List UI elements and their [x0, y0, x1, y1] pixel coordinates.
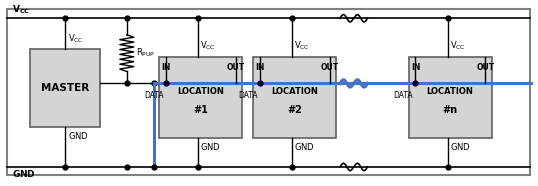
Text: $\mathrm{GND}$: $\mathrm{GND}$	[450, 141, 470, 152]
Bar	[253, 57, 336, 138]
Text: LOCATION: LOCATION	[177, 87, 224, 96]
Text: #1: #1	[193, 105, 208, 115]
Bar	[408, 57, 492, 138]
Text: OUT: OUT	[321, 63, 339, 72]
Text: $\mathrm{GND}$: $\mathrm{GND}$	[294, 141, 315, 152]
Text: LOCATION: LOCATION	[427, 87, 473, 96]
Text: $\mathrm{V_{CC}}$: $\mathrm{V_{CC}}$	[200, 40, 216, 52]
Text: OUT: OUT	[226, 63, 245, 72]
Text: $\mathrm{GND}$: $\mathrm{GND}$	[68, 130, 88, 141]
Text: $\mathrm{GND}$: $\mathrm{GND}$	[200, 141, 221, 152]
Text: DATA: DATA	[394, 91, 413, 100]
Text: IN: IN	[411, 63, 420, 72]
Text: $\mathrm{V_{CC}}$: $\mathrm{V_{CC}}$	[68, 32, 83, 45]
Text: DATA: DATA	[144, 91, 164, 100]
Text: LOCATION: LOCATION	[271, 87, 318, 96]
Text: $\mathrm{V_{CC}}$: $\mathrm{V_{CC}}$	[294, 40, 310, 52]
Text: #2: #2	[287, 105, 302, 115]
Text: $\mathbf{V_{CC}}$: $\mathbf{V_{CC}}$	[12, 4, 31, 16]
Text: OUT: OUT	[476, 63, 494, 72]
Text: IN: IN	[161, 63, 171, 72]
Bar	[30, 49, 100, 126]
Text: IN: IN	[255, 63, 265, 72]
Text: MASTER: MASTER	[41, 83, 89, 93]
Text: #n: #n	[443, 105, 458, 115]
Text: DATA: DATA	[238, 91, 258, 100]
Bar	[159, 57, 242, 138]
Text: $\mathrm{V_{CC}}$: $\mathrm{V_{CC}}$	[450, 40, 465, 52]
Text: $\mathbf{GND}$: $\mathbf{GND}$	[12, 168, 37, 179]
Text: $\mathrm{R_{PUP}}$: $\mathrm{R_{PUP}}$	[137, 47, 155, 59]
